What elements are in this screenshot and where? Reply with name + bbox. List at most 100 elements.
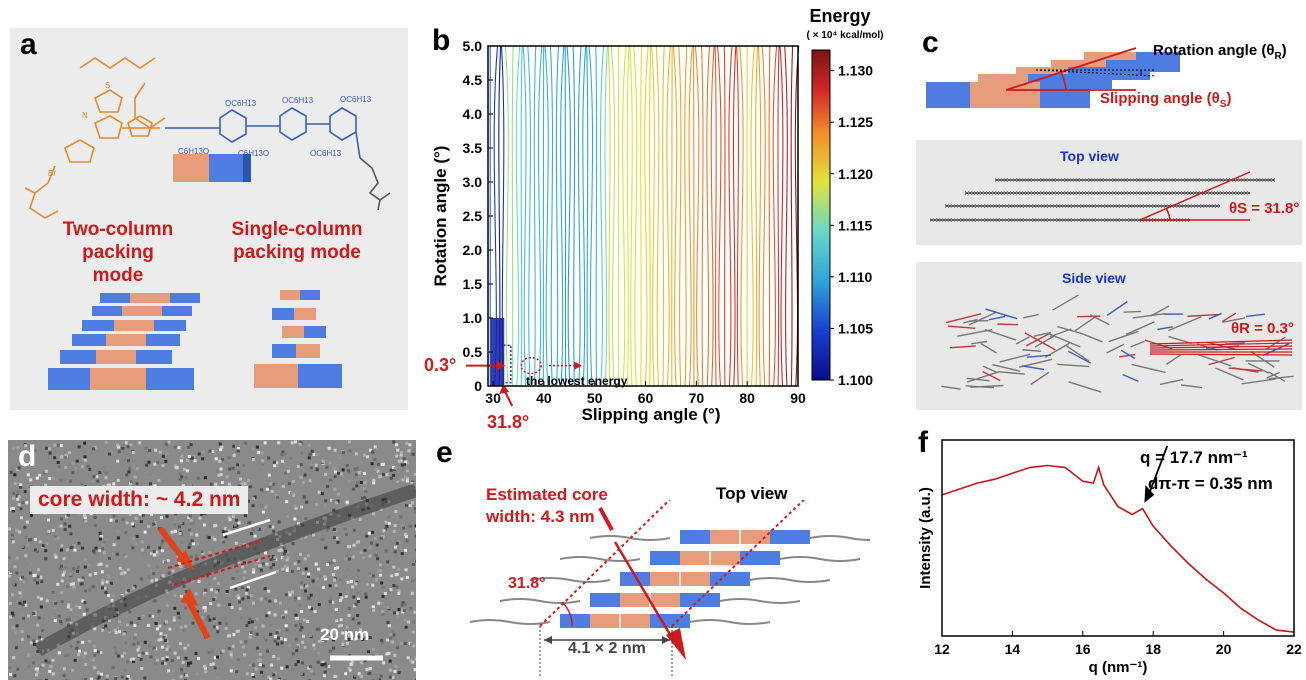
contour-line [779, 45, 784, 387]
tem-grain [63, 528, 67, 532]
tem-grain [93, 551, 97, 555]
tem-grain [47, 660, 51, 664]
alkyl-chain [499, 598, 581, 604]
tem-grain [84, 589, 87, 593]
panel-label-f: f [918, 426, 928, 459]
tem-grain [307, 596, 311, 600]
side-view-title: Side view [1062, 270, 1126, 286]
contour-line [684, 45, 688, 387]
tem-grain [412, 644, 416, 648]
tem-grain [314, 502, 318, 506]
tem-grain [269, 558, 273, 562]
tem-grain [287, 555, 290, 559]
tem-grain [154, 656, 158, 660]
tem-grain [377, 569, 380, 573]
tem-grain [284, 610, 288, 614]
tem-grain [381, 613, 385, 617]
tem-grain [381, 594, 385, 598]
contour-line [607, 45, 611, 387]
tem-grain [277, 636, 280, 640]
tem-grain [100, 570, 104, 574]
tem-grain [212, 625, 216, 629]
tem-grain [307, 554, 310, 558]
tem-grain [377, 601, 381, 605]
tem-grain [406, 466, 409, 470]
tem-grain [117, 445, 120, 449]
tem-grain [167, 440, 171, 444]
tem-grain [281, 484, 285, 488]
tem-grain [58, 567, 62, 571]
tem-grain [85, 467, 89, 471]
tem-grain [197, 663, 201, 667]
tem-grain [86, 464, 90, 468]
tem-grain [81, 655, 85, 659]
tem-grain [342, 605, 345, 608]
atom-bond [997, 370, 1025, 375]
tem-grain [357, 471, 361, 475]
tem-grain [186, 664, 190, 668]
tem-grain [189, 661, 193, 665]
contour-line [522, 45, 527, 387]
tem-grain [404, 534, 408, 538]
tem-grain [320, 538, 324, 542]
tem-grain [389, 672, 393, 675]
contour-line [672, 45, 678, 387]
tem-grain [18, 591, 22, 595]
atom-bond [985, 308, 1018, 320]
tem-grain [32, 612, 35, 615]
tem-grain [31, 661, 35, 665]
tem-grain [10, 611, 14, 615]
tem-grain [221, 540, 225, 544]
tem-grain [248, 635, 252, 639]
tem-grain [273, 526, 276, 530]
tem-grain [326, 563, 329, 567]
tem-grain [12, 656, 16, 660]
tem-grain [34, 538, 37, 541]
tem-grain [94, 572, 98, 575]
tem-grain [379, 674, 383, 678]
tem-grain [36, 623, 40, 627]
tem-grain [64, 455, 67, 459]
tem-grain [282, 546, 286, 550]
tem-grain [38, 540, 42, 544]
tem-grain [143, 640, 147, 644]
atom-bond [1065, 344, 1090, 362]
tem-grain [112, 514, 116, 518]
tem-grain [333, 578, 337, 582]
atom-bond [1030, 371, 1050, 386]
tem-grain [101, 628, 105, 632]
tem-grain [228, 603, 232, 607]
tem-grain [65, 515, 68, 519]
tem-grain [399, 515, 403, 519]
tem-grain [72, 611, 75, 614]
tem-grain [80, 482, 84, 486]
tem-grain [347, 471, 351, 475]
tem-grain [341, 631, 345, 635]
tem-grain [141, 524, 145, 528]
contour-line [629, 45, 633, 387]
tem-grain [381, 676, 385, 680]
tem-grain [201, 457, 205, 461]
y-tick-label: 1.5 [463, 276, 483, 292]
tem-grain [275, 569, 279, 573]
tem-grain [348, 449, 352, 453]
xrd-plot-area: 12 14 16 18 20 22q (nm⁻¹)Intensity (a.u.) [917, 439, 1302, 676]
tem-grain [117, 654, 121, 658]
tem-grain [264, 638, 268, 642]
core-block-blue [560, 614, 590, 628]
tem-grain [224, 535, 228, 539]
tem-grain [269, 566, 273, 570]
y-tick-label: 4.5 [463, 72, 483, 88]
tem-grain [346, 590, 350, 594]
tem-grain [203, 593, 207, 597]
tem-grain [148, 644, 151, 648]
tem-grain [133, 623, 137, 627]
tem-grain [367, 531, 371, 535]
tem-grain [265, 562, 269, 566]
tem-grain [195, 548, 198, 552]
tem-grain [25, 520, 29, 524]
tem-grain [27, 614, 30, 618]
tem-grain [140, 579, 144, 583]
tem-grain [33, 578, 37, 582]
tem-grain [23, 525, 27, 529]
